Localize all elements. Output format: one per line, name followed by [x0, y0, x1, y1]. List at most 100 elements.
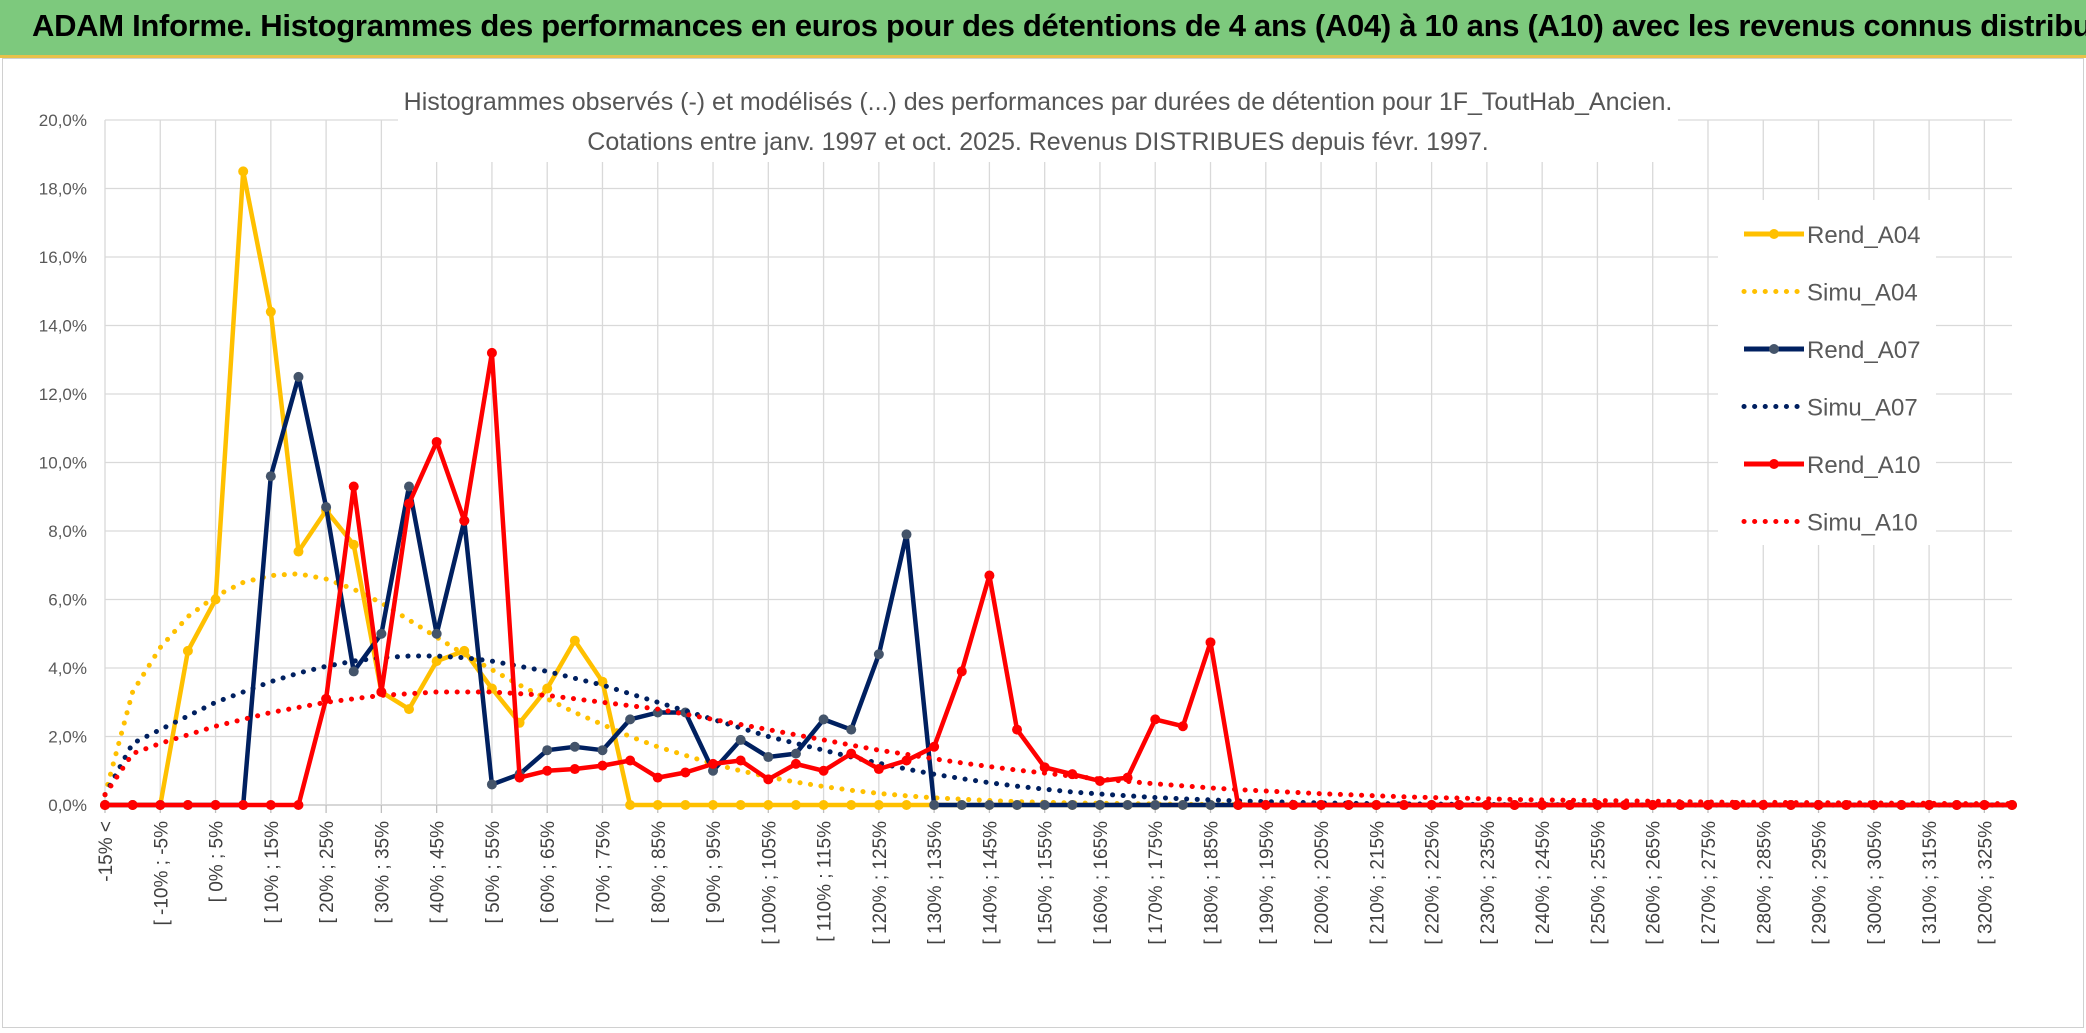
y-axis-ticks: 0,0% 2,0% 4,0% 6,0% 8,0% 10,0% 12,0% 14,0% 16,0%…	[39, 111, 87, 815]
data-point-Rend_A07	[597, 745, 608, 756]
legend-label: Simu_A10	[1807, 510, 1918, 537]
data-point-Rend_A10	[735, 755, 746, 766]
data-point-Rend_A10	[100, 800, 110, 810]
data-point-Rend_A04	[265, 306, 276, 317]
data-point-Rend_A04	[348, 539, 359, 550]
x-tick-label: -15% <	[96, 821, 117, 882]
x-tick-label: [ 220% ; 225%	[1423, 821, 1444, 945]
legend-label: Simu_A07	[1807, 395, 1918, 422]
header-title: ADAM Informe. Histogrammes des performan…	[32, 8, 2086, 43]
x-tick-label: [ -10% ; -5%	[151, 821, 172, 926]
x-tick-label: [ 170% ; 175%	[1146, 821, 1167, 945]
data-point-Rend_A04	[708, 800, 719, 810]
x-tick-label: [ 260% ; 265%	[1644, 821, 1665, 945]
legend-label: Simu_A04	[1807, 280, 1918, 307]
x-tick-label: [ 60% ; 65%	[538, 821, 559, 924]
data-point-Rend_A10	[1398, 800, 1409, 810]
legend-label: Rend_A07	[1807, 337, 1920, 364]
series-line-Simu_A10	[102, 689, 2015, 807]
x-tick-label: [ 120% ; 125%	[870, 821, 891, 945]
y-tick-label: 16,0%	[39, 248, 87, 267]
data-point-Rend_A07	[1177, 800, 1188, 810]
data-point-Rend_A07	[569, 741, 580, 752]
data-point-Rend_A10	[1564, 800, 1575, 810]
x-tick-label: [ 190% ; 195%	[1257, 821, 1278, 945]
data-point-Rend_A04	[431, 656, 442, 667]
x-tick-label: [ 150% ; 155%	[1036, 821, 1057, 945]
x-tick-label: [ 10% ; 15%	[262, 821, 283, 924]
data-point-Rend_A07	[929, 800, 940, 810]
data-point-Rend_A10	[652, 772, 663, 783]
data-point-Rend_A07	[293, 371, 304, 382]
data-point-Rend_A07	[1150, 800, 1161, 810]
data-point-Rend_A07	[956, 800, 967, 810]
data-point-Rend_A10	[514, 772, 525, 783]
series-line-Rend_A10	[105, 350, 2012, 808]
data-point-Rend_A07	[404, 481, 415, 492]
data-point-Rend_A10	[846, 748, 857, 759]
data-point-Rend_A04	[680, 800, 691, 810]
data-point-Rend_A04	[238, 166, 249, 177]
data-point-Rend_A07	[846, 724, 857, 735]
y-tick-label: 10,0%	[39, 454, 87, 473]
x-tick-label: [ 140% ; 145%	[980, 821, 1001, 945]
y-tick-label: 8,0%	[48, 522, 87, 541]
x-tick-label: [ 240% ; 245%	[1533, 821, 1554, 945]
data-point-Rend_A10	[873, 764, 884, 775]
data-point-Rend_A10	[597, 760, 608, 771]
data-point-Rend_A07	[984, 800, 995, 810]
x-tick-label: [ 320% ; 325%	[1975, 821, 1996, 945]
x-tick-label: [ 210% ; 215%	[1367, 821, 1388, 945]
x-tick-label: [ 70% ; 75%	[593, 821, 614, 924]
data-point-Rend_A04	[404, 704, 415, 715]
series-line-Simu_A07	[102, 653, 2015, 808]
x-tick-label: [ 280% ; 285%	[1754, 821, 1775, 945]
data-point-Rend_A04	[763, 800, 774, 810]
y-tick-label: 14,0%	[39, 317, 87, 336]
data-point-Rend_A07	[486, 779, 497, 790]
data-point-Rend_A10	[348, 481, 359, 492]
x-axis-ticks: -15% < [ -10% ; -5% [ 0% ; 5% [ 10% ; 15% [ …	[96, 821, 1996, 945]
legend-label: Rend_A04	[1807, 222, 1920, 249]
chart-subtitle: Cotations entre janv. 1997 et oct. 2025.…	[587, 128, 1488, 156]
data-point-Rend_A10	[929, 741, 940, 752]
data-point-Rend_A07	[376, 628, 387, 639]
data-point-Rend_A10	[818, 765, 829, 776]
data-point-Rend_A10	[293, 800, 304, 810]
y-tick-label: 2,0%	[48, 728, 87, 747]
data-point-Rend_A10	[1316, 800, 1327, 810]
data-point-Rend_A10	[404, 498, 415, 509]
data-point-Rend_A10	[984, 570, 995, 581]
data-point-Rend_A10	[238, 800, 249, 810]
data-point-Rend_A04	[182, 645, 193, 656]
data-point-Rend_A10	[265, 800, 276, 810]
data-point-Rend_A10	[1233, 800, 1244, 810]
y-tick-label: 20,0%	[39, 111, 87, 130]
header-banner: ADAM Informe. Histogrammes des performan…	[0, 0, 2086, 58]
data-point-Rend_A10	[431, 436, 442, 447]
data-point-Rend_A07	[321, 502, 332, 513]
data-point-Rend_A04	[569, 635, 580, 646]
data-point-Rend_A10	[1454, 800, 1465, 810]
x-tick-label: [ 30% ; 35%	[372, 821, 393, 924]
data-point-Rend_A10	[155, 800, 166, 810]
data-point-Rend_A10	[1039, 762, 1050, 773]
x-tick-label: [ 270% ; 275%	[1699, 821, 1720, 945]
data-point-Rend_A07	[348, 666, 359, 677]
y-tick-label: 12,0%	[39, 385, 87, 404]
x-tick-label: [ 200% ; 205%	[1312, 821, 1333, 945]
data-point-Rend_A10	[1481, 800, 1492, 810]
legend-marker	[1769, 229, 1779, 239]
data-point-Rend_A10	[956, 666, 967, 677]
data-point-Rend_A10	[1288, 800, 1299, 810]
data-point-Rend_A10	[1150, 714, 1161, 725]
x-tick-label: [ 90% ; 95%	[704, 821, 725, 924]
data-point-Rend_A07	[901, 529, 912, 540]
data-point-Rend_A10	[625, 755, 636, 766]
x-tick-label: [ 180% ; 185%	[1202, 821, 1223, 945]
x-tick-label: [ 300% ; 305%	[1865, 821, 1886, 945]
x-tick-label: [ 50% ; 55%	[483, 821, 504, 924]
data-point-Rend_A10	[1647, 800, 1658, 810]
y-tick-label: 6,0%	[48, 591, 87, 610]
